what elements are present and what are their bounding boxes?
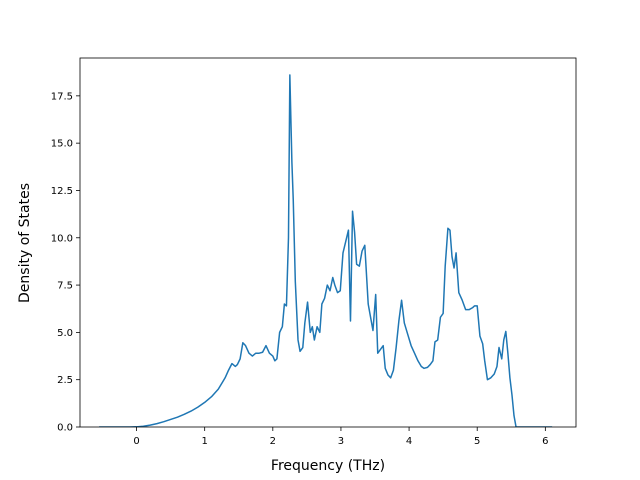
- dos-series-line: [99, 74, 553, 427]
- y-tick-label: 5.0: [57, 328, 73, 339]
- x-tick-label: 6: [542, 436, 548, 447]
- x-tick-label: 1: [201, 436, 207, 447]
- x-tick-label: 4: [406, 436, 412, 447]
- y-tick-label: 17.5: [51, 91, 73, 102]
- y-tick-label: 10.0: [51, 233, 73, 244]
- x-axis-label: Frequency (THz): [271, 458, 385, 474]
- y-tick-label: 0.0: [57, 423, 73, 434]
- plot-area: [79, 57, 577, 428]
- x-tick-label: 3: [338, 436, 344, 447]
- y-tick-label: 2.5: [57, 375, 73, 386]
- x-tick-label: 0: [133, 436, 139, 447]
- y-tick-label: 12.5: [51, 186, 73, 197]
- x-tick-label: 5: [474, 436, 480, 447]
- y-tick-label: 7.5: [57, 281, 73, 292]
- axes-frame: [79, 57, 577, 428]
- axis-ticks: 0 1 2 3 4 5 6 0.0 2.5 5.0 7.5 10.0 12.5 15.0 17.5: [51, 91, 549, 447]
- y-axis-label: Density of States: [17, 183, 33, 303]
- x-tick-label: 2: [270, 436, 276, 447]
- y-tick-label: 15.0: [51, 139, 73, 150]
